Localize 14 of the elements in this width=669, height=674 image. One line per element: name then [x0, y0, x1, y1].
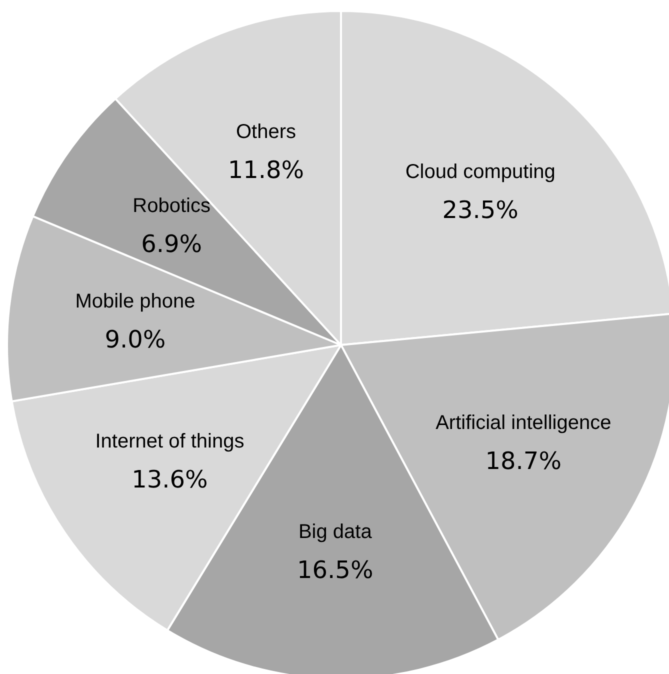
- slice-label: Big data: [298, 520, 373, 543]
- data-label: 18.7%: [485, 447, 562, 476]
- data-label: 9.0%: [104, 326, 166, 354]
- slice-label: Mobile phone: [75, 290, 196, 313]
- data-label: 11.8%: [228, 156, 304, 184]
- data-label: 13.6%: [132, 465, 208, 494]
- slice-label: Artificial intelligence: [436, 412, 612, 434]
- data-label: 23.5%: [442, 196, 518, 224]
- data-label: 16.5%: [297, 556, 374, 584]
- slice-label: Robotics: [132, 194, 210, 217]
- data-label: 6.9%: [141, 230, 202, 258]
- slice-label: Others: [236, 120, 296, 143]
- slice-label: Internet of things: [95, 430, 244, 452]
- slice-label: Cloud computing: [405, 160, 556, 183]
